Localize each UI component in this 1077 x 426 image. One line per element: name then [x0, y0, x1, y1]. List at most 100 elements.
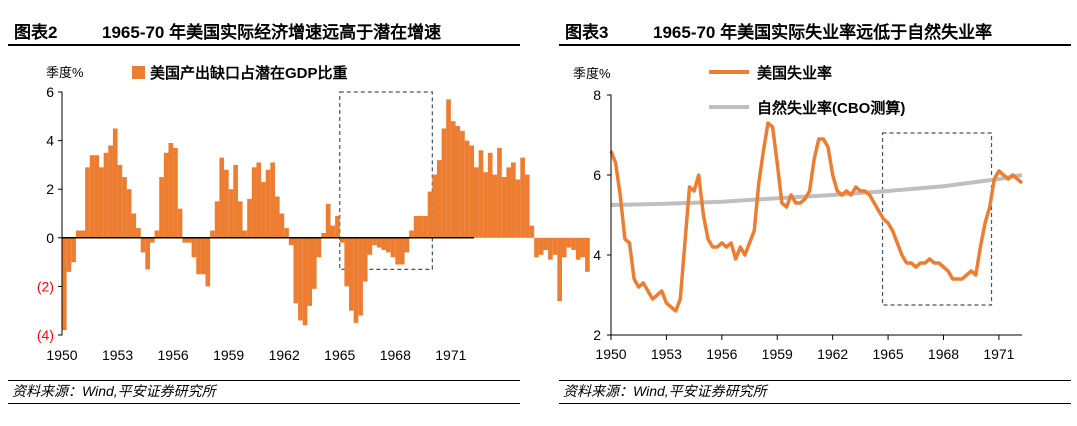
bar [381, 237, 387, 250]
figure-label: 图表3 [565, 23, 609, 42]
x-tick-label: 1950 [595, 346, 626, 362]
chart-panel-output-gap: 图表2 1965-70 年美国实际经济增速远高于潜在增速 6 4 2 0 (2) (4) … [0, 0, 590, 426]
legend-label: 美国产出缺口占潜在GDP比重 [150, 64, 348, 82]
bar [404, 237, 410, 253]
bar [409, 230, 414, 238]
bar [511, 162, 516, 238]
x-tick-label: 1959 [762, 346, 793, 362]
bar [196, 237, 201, 275]
x-tick-label: 1962 [817, 346, 848, 362]
chart-title: 1965-70 年美国实际失业率远低于自然失业率 [653, 23, 993, 42]
bar [284, 228, 289, 238]
bar [395, 237, 400, 265]
bar [339, 237, 345, 243]
bar [154, 230, 160, 238]
series-line-natural-rate [610, 173, 1023, 207]
bar [136, 228, 141, 238]
x-tick-label: 1950 [46, 347, 77, 363]
bar [298, 237, 303, 321]
bar [131, 213, 137, 238]
bar [580, 237, 586, 258]
bar [543, 237, 549, 250]
x-tick-label: 1971 [983, 346, 1014, 362]
bar [191, 237, 197, 258]
bar [460, 130, 465, 238]
bar [159, 177, 164, 238]
bar [173, 147, 178, 238]
bar [293, 237, 299, 304]
bar [497, 147, 502, 238]
bar [85, 167, 90, 238]
bar [122, 177, 127, 238]
bar [571, 237, 576, 250]
bar [302, 237, 308, 326]
bar [274, 196, 280, 238]
bar [367, 237, 373, 255]
bar [464, 140, 470, 238]
bar [261, 181, 266, 238]
bar [233, 164, 238, 238]
unit-label: 季度% [46, 65, 84, 80]
bar [242, 230, 248, 238]
chart-panel-unemployment: 图表3 1965-70 年美国实际失业率远低于自然失业率 8 6 4 2 1950 19… [551, 0, 1077, 426]
bar [228, 189, 234, 238]
bar [66, 237, 72, 272]
bar [441, 128, 447, 238]
bar [214, 201, 220, 238]
highlight-rect [881, 132, 993, 306]
bar [413, 215, 419, 238]
bar [390, 237, 396, 258]
x-tick-label: 1956 [158, 347, 189, 363]
bar [520, 157, 525, 238]
bar [372, 237, 377, 246]
bar [251, 167, 257, 238]
bar [163, 152, 169, 238]
bar [99, 167, 104, 238]
x-tick-label: 1959 [213, 347, 244, 363]
bar [247, 198, 252, 238]
bar [436, 160, 442, 238]
bar [478, 150, 484, 238]
bar [358, 237, 363, 316]
bar [316, 237, 322, 258]
y-tick-label: 2 [593, 327, 601, 343]
bar [219, 157, 225, 238]
output-gap-bar-chart: 6 4 2 0 (2) (4) 1950 1953 1956 1959 1962 1965 1968 1… [37, 64, 590, 363]
bar [186, 237, 192, 243]
bar [529, 225, 535, 238]
y-tick-label: 2 [46, 181, 54, 197]
bar [112, 128, 118, 238]
x-tick-label: 1962 [269, 347, 300, 363]
bar [145, 237, 150, 270]
bar [566, 237, 572, 248]
legend-label-unemployment: 美国失业率 [757, 64, 832, 82]
y-tick-label: 8 [593, 87, 601, 103]
bar [205, 237, 211, 287]
bar [126, 189, 132, 238]
bar [140, 237, 146, 253]
y-tick-label: 4 [593, 247, 601, 263]
bar [103, 152, 109, 238]
series-line-unemployment [609, 121, 1024, 313]
y-tick-label: (4) [37, 327, 54, 343]
x-tick-label: 1953 [102, 347, 133, 363]
highlight-box [881, 132, 993, 306]
bar [353, 237, 359, 323]
bar [62, 237, 67, 331]
x-tick-label: 1956 [706, 346, 737, 362]
bar [469, 145, 475, 238]
y-tick-label: 4 [46, 133, 54, 149]
unemployment-line-chart: 8 6 4 2 1950 1953 1956 1959 1962 1965 1968 1971 季度… [573, 64, 1024, 362]
bar [182, 237, 188, 243]
y-tick-label: 6 [46, 84, 54, 100]
bar [427, 191, 433, 238]
y-tick-label: 6 [593, 167, 601, 183]
bar [552, 237, 558, 255]
bar [557, 237, 562, 301]
bar [561, 237, 567, 258]
chart-title: 1965-70 年美国实际经济增速远高于潜在增速 [102, 23, 442, 42]
bar [487, 152, 493, 238]
bar [80, 230, 86, 238]
bar [321, 232, 326, 238]
bar [534, 237, 539, 258]
